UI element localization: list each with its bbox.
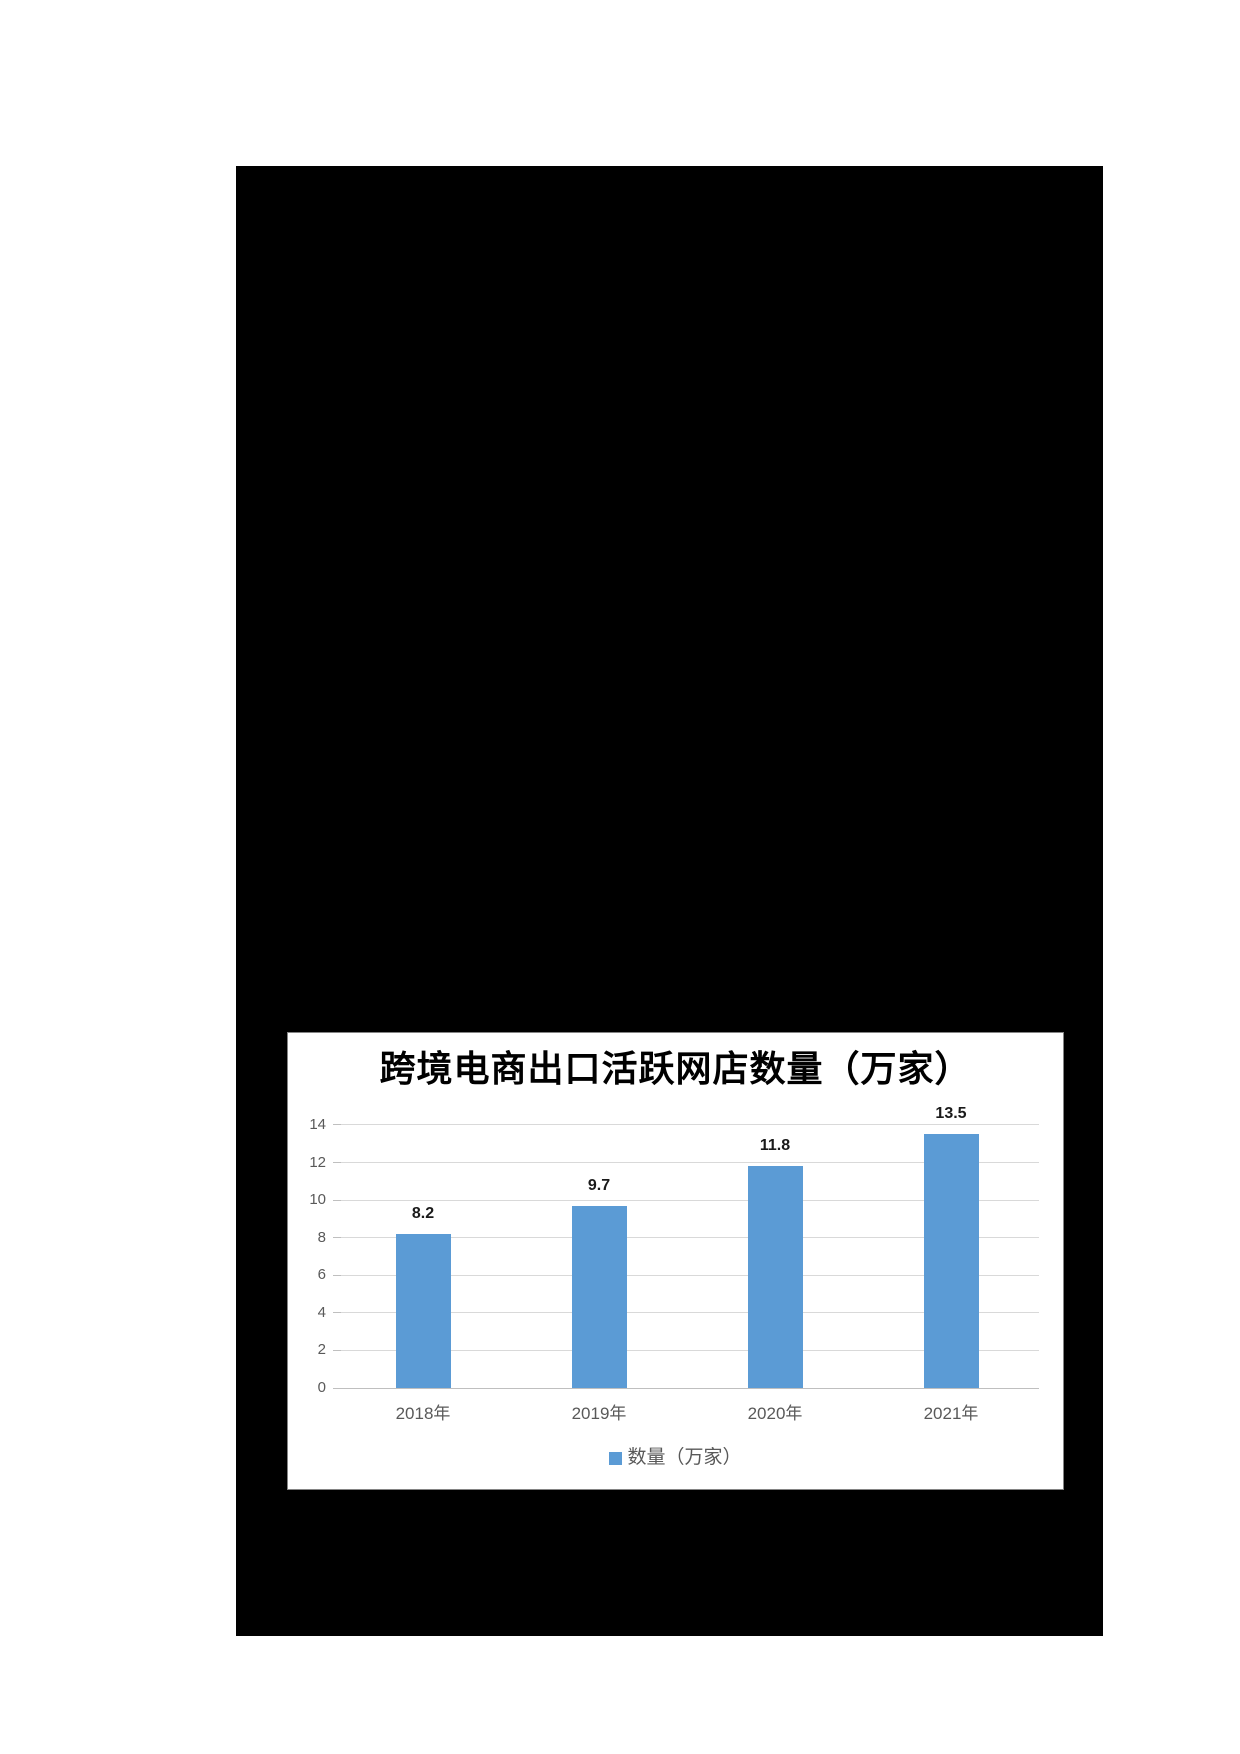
y-tick-mark <box>333 1124 341 1126</box>
chart-legend: 数量（万家） <box>288 1447 1063 1469</box>
y-tick-mark <box>333 1387 341 1389</box>
chart-title: 跨境电商出口活跃网店数量（万家） <box>379 1049 972 1089</box>
bar-2019年 <box>571 1205 627 1388</box>
x-axis-label: 2018年 <box>395 1404 451 1423</box>
y-tick-label: 4 <box>317 1303 326 1321</box>
gridline <box>341 1199 1039 1201</box>
y-tick-mark <box>333 1312 341 1314</box>
y-tick-label: 14 <box>309 1115 326 1133</box>
x-axis-label: 2021年 <box>923 1404 979 1423</box>
bar-2020年 <box>747 1166 803 1388</box>
y-tick-mark <box>333 1349 341 1351</box>
y-tick-label: 8 <box>317 1228 326 1246</box>
value-label: 9.7 <box>587 1176 611 1194</box>
gridline <box>341 1162 1039 1164</box>
y-tick-label: 6 <box>317 1266 326 1284</box>
gridline <box>341 1312 1039 1314</box>
y-tick-label: 2 <box>317 1341 326 1359</box>
legend-label: 数量（万家） <box>627 1447 742 1468</box>
x-axis-line <box>341 1387 1039 1389</box>
chart-panel: 跨境电商出口活跃网店数量（万家） 0 2 4 6 8 10 12 14 8.2 2018年 9.7 2… <box>287 1032 1064 1490</box>
gridline <box>341 1349 1039 1351</box>
y-tick-mark <box>333 1274 341 1276</box>
y-tick-label: 0 <box>317 1379 326 1396</box>
x-axis-label: 2020年 <box>747 1404 803 1423</box>
y-tick-label: 12 <box>309 1153 326 1171</box>
value-label: 11.8 <box>759 1137 791 1155</box>
legend-swatch-icon <box>609 1451 623 1465</box>
gridline <box>341 1274 1039 1276</box>
gridline <box>341 1124 1039 1126</box>
x-axis-label: 2019年 <box>571 1404 627 1423</box>
black-canvas: 跨境电商出口活跃网店数量（万家） 0 2 4 6 8 10 12 14 8.2 2018年 9.7 2… <box>236 166 1103 1636</box>
y-tick-mark <box>333 1199 341 1201</box>
bar-2018年 <box>395 1233 451 1388</box>
bar-2021年 <box>923 1134 979 1388</box>
y-tick-mark <box>333 1237 341 1239</box>
value-label: 8.2 <box>411 1204 435 1222</box>
gridline <box>341 1237 1039 1239</box>
value-label: 13.5 <box>935 1105 967 1123</box>
y-tick-mark <box>333 1162 341 1164</box>
plot-area: 0 2 4 6 8 10 12 14 8.2 2018年 9.7 2019年 11.8 2020年 13.5… <box>288 1033 1063 1489</box>
y-tick-label: 10 <box>309 1191 326 1209</box>
